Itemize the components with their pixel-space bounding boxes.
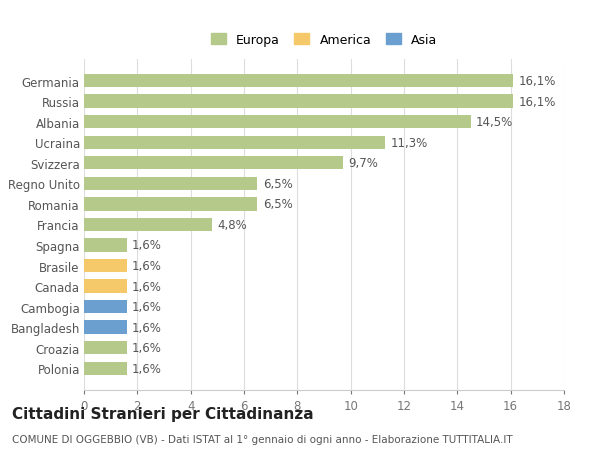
Text: 11,3%: 11,3%	[391, 136, 428, 149]
Text: 1,6%: 1,6%	[132, 301, 162, 313]
Bar	[84, 321, 127, 334]
Text: 1,6%: 1,6%	[132, 280, 162, 293]
Bar	[84, 136, 385, 150]
Bar	[84, 157, 343, 170]
Bar	[84, 341, 127, 355]
Bar	[84, 218, 212, 232]
Text: 16,1%: 16,1%	[518, 75, 556, 88]
Text: COMUNE DI OGGEBBIO (VB) - Dati ISTAT al 1° gennaio di ogni anno - Elaborazione T: COMUNE DI OGGEBBIO (VB) - Dati ISTAT al …	[12, 434, 512, 444]
Text: 1,6%: 1,6%	[132, 239, 162, 252]
Text: 6,5%: 6,5%	[263, 198, 292, 211]
Bar	[84, 95, 514, 108]
Bar	[84, 198, 257, 211]
Text: Cittadini Stranieri per Cittadinanza: Cittadini Stranieri per Cittadinanza	[12, 406, 314, 421]
Text: 4,8%: 4,8%	[217, 218, 247, 231]
Bar	[84, 259, 127, 273]
Text: 9,7%: 9,7%	[348, 157, 378, 170]
Text: 1,6%: 1,6%	[132, 259, 162, 272]
Bar	[84, 177, 257, 190]
Bar	[84, 75, 514, 88]
Text: 1,6%: 1,6%	[132, 362, 162, 375]
Text: 16,1%: 16,1%	[518, 95, 556, 108]
Text: 1,6%: 1,6%	[132, 341, 162, 354]
Text: 1,6%: 1,6%	[132, 321, 162, 334]
Bar	[84, 300, 127, 313]
Legend: Europa, America, Asia: Europa, America, Asia	[211, 34, 437, 47]
Text: 14,5%: 14,5%	[476, 116, 513, 129]
Text: 6,5%: 6,5%	[263, 178, 292, 190]
Bar	[84, 116, 470, 129]
Bar	[84, 239, 127, 252]
Bar	[84, 362, 127, 375]
Bar	[84, 280, 127, 293]
